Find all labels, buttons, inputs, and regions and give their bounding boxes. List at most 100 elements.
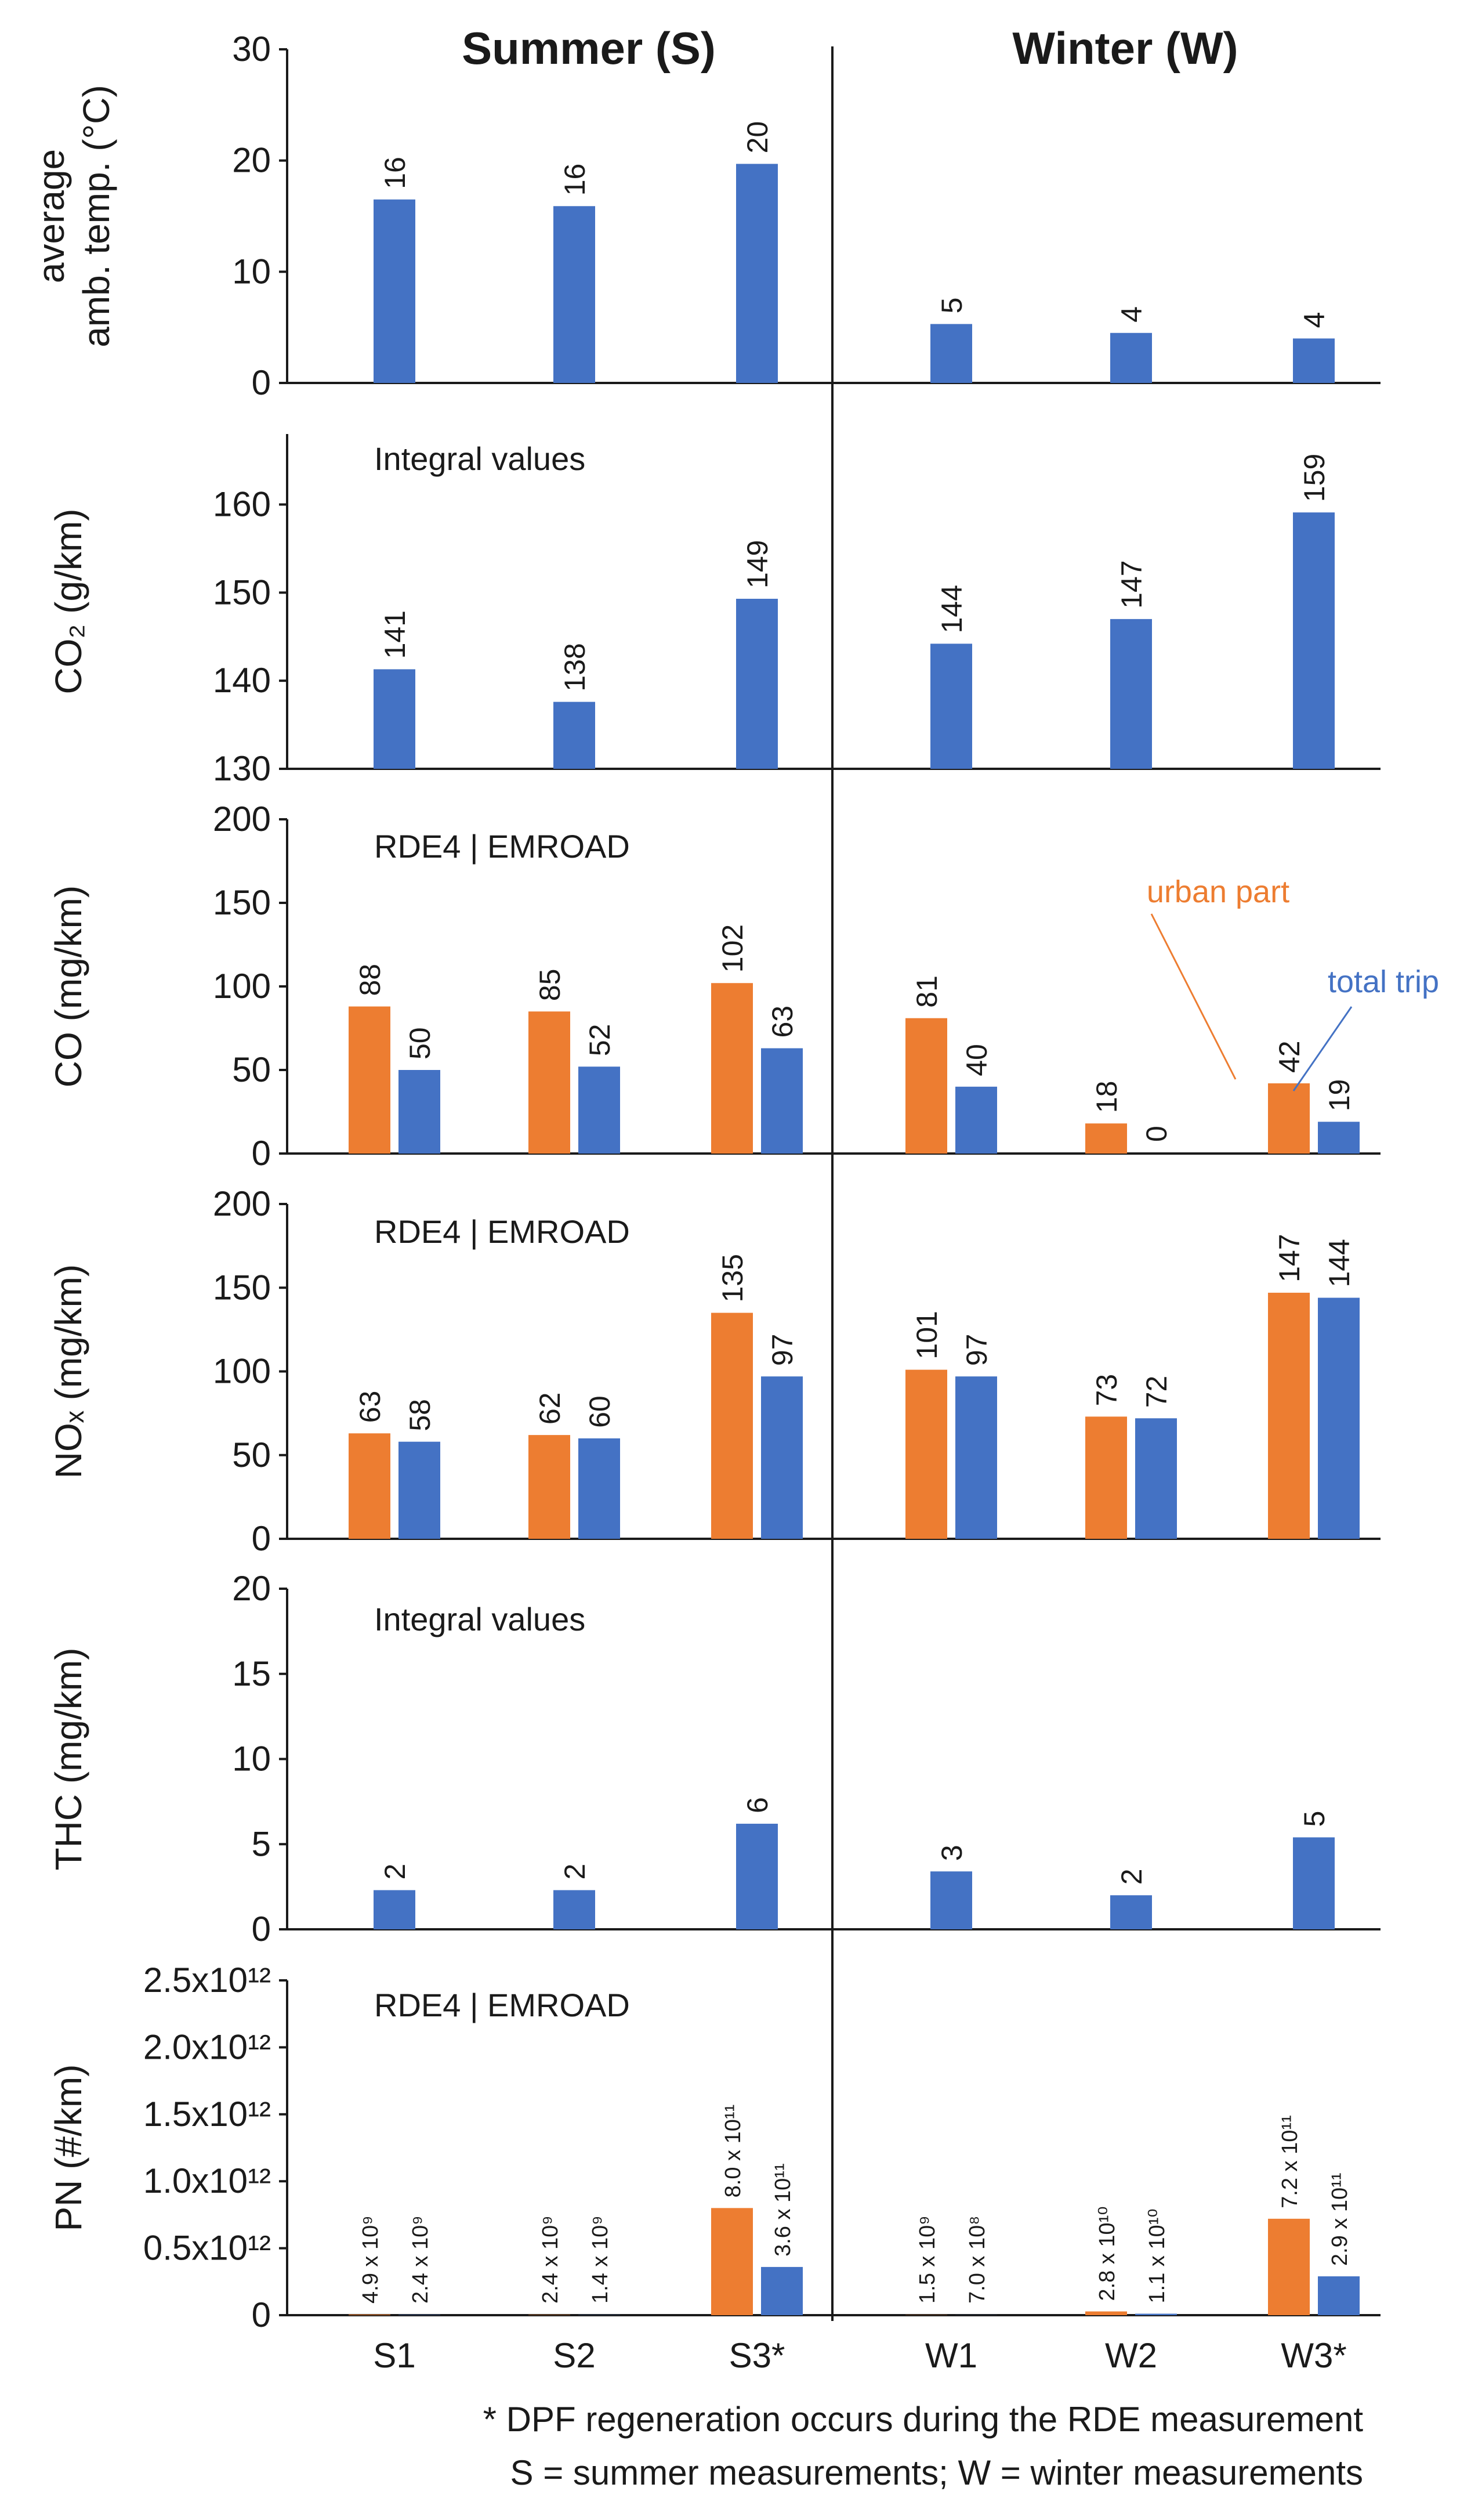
co-data-label: 40 [961,1044,993,1076]
co-y-tick-label: 0 [252,1134,271,1173]
thc-data-label: 6 [741,1797,774,1813]
temp-y-tick-label: 10 [232,252,271,291]
co-data-label: 88 [354,964,386,996]
nox-data-label: 63 [354,1391,386,1423]
pn-bar-W3star-total [1318,2276,1360,2315]
co-data-label: 42 [1273,1040,1306,1073]
temp-bar-S2-total [553,206,595,383]
thc-y-axis-label: THC (mg/km) [48,1648,89,1871]
nox-bar-W2-urban [1085,1416,1127,1539]
co2-y-tick-label: 140 [213,661,271,700]
nox-bar-S3star-total [761,1376,803,1539]
co-bar-W3star-urban [1268,1083,1310,1154]
pn-data-label: 2.9 x 10¹¹ [1328,2173,1352,2266]
co-data-label: 18 [1090,1081,1123,1113]
temp-bar-W3star-total [1293,338,1335,383]
footnote-line-2: S = summer measurements; W = winter meas… [510,2453,1363,2492]
pn-y-tick-label: 0.5x10¹² [143,2229,271,2268]
nox-data-label: 58 [404,1399,436,1431]
pn-note: RDE4 | EMROAD [374,1987,630,2023]
co-data-label: 102 [716,924,749,972]
co-bar-S1-urban [349,1006,390,1154]
pn-y-tick-label: 1.5x10¹² [143,2095,271,2134]
pn-data-label: 1.5 x 10⁹ [915,2216,940,2304]
thc-data-label: 3 [936,1845,968,1861]
x-category-label: W2 [1105,2336,1157,2375]
nox-y-tick-label: 0 [252,1519,271,1558]
x-category-label: S2 [553,2336,595,2375]
nox-bar-W1-total [955,1376,997,1539]
pn-data-label: 2.4 x 10⁹ [408,2216,433,2304]
pn-data-label: 7.0 x 10⁸ [965,2216,990,2304]
co-bar-W2-urban [1085,1123,1127,1154]
pn-bar-W3star-urban [1268,2218,1310,2315]
nox-bar-W3star-total [1318,1297,1360,1539]
co2-bar-S2-total [553,702,595,769]
co2-data-label: 141 [379,610,411,659]
thc-data-label: 2 [1115,1868,1148,1885]
annotation-urban-leader-line [1150,913,1237,1080]
co-y-tick-label: 150 [213,883,271,922]
x-category-label: S1 [373,2336,415,2375]
nox-data-label: 73 [1090,1374,1123,1407]
co2-data-label: 147 [1115,560,1148,608]
co-bar-W1-urban [905,1018,947,1154]
pn-bar-S3star-urban [711,2208,753,2315]
co2-note: Integral values [374,440,585,477]
nox-y-axis-label: NOₓ (mg/km) [48,1264,89,1478]
co-data-label: 63 [766,1006,799,1038]
pn-data-label: 2.8 x 10¹⁰ [1095,2206,1119,2301]
temp-data-label: 5 [936,298,968,314]
co-data-label: 52 [584,1024,616,1057]
temp-data-label: 16 [379,157,411,189]
thc-data-label: 2 [379,1864,411,1880]
pn-bar-W2-urban [1085,2311,1127,2315]
thc-y-tick-label: 20 [232,1569,271,1608]
nox-bar-S1-total [398,1441,440,1539]
co-bar-S1-total [398,1070,440,1154]
thc-bar-W1-total [930,1871,972,1929]
annotation-total-trip: total trip [1328,964,1439,999]
temp-y-axis-label: amb. temp. (°C) [75,85,117,347]
nox-data-label: 97 [766,1334,799,1366]
nox-bar-W1-urban [905,1369,947,1539]
annotation-urban-part: urban part [1147,874,1289,909]
annotation-total-leader-line [1292,1006,1353,1091]
temp-y-tick-label: 0 [252,363,271,402]
x-category-label: W3* [1281,2336,1346,2375]
thc-data-label: 2 [559,1864,591,1880]
nox-bar-S2-total [578,1438,620,1539]
thc-bar-S2-total [553,1890,595,1929]
nox-bar-W3star-urban [1268,1292,1310,1539]
nox-y-tick-label: 100 [213,1352,271,1391]
co-data-label: 0 [1140,1126,1173,1142]
pn-y-axis-label: PN (#/km) [48,2065,89,2232]
pn-data-label: 7.2 x 10¹¹ [1278,2115,1302,2208]
temp-data-label: 4 [1298,312,1331,328]
temp-bar-W1-total [930,324,972,383]
pn-data-label: 3.6 x 10¹¹ [771,2163,795,2257]
temp-data-label: 20 [741,121,774,154]
footnote-line-1: * DPF regeneration occurs during the RDE… [483,2400,1364,2439]
nox-data-label: 147 [1273,1234,1306,1282]
nox-data-label: 97 [961,1334,993,1366]
x-category-label: W1 [925,2336,977,2375]
co2-bar-S3star-total [736,598,778,769]
co-data-label: 19 [1323,1079,1356,1112]
co-y-tick-label: 100 [213,967,271,1006]
summer-header: Summer (S) [462,23,716,74]
co-y-tick-label: 50 [232,1050,271,1089]
nox-y-tick-label: 150 [213,1268,271,1307]
co-data-label: 50 [404,1027,436,1060]
co-bar-S2-urban [528,1011,570,1154]
co2-y-tick-label: 150 [213,573,271,612]
co2-bar-W1-total [930,643,972,769]
co-data-label: 85 [534,969,566,1002]
temp-bar-W2-total [1110,332,1152,383]
co-bar-S3star-total [761,1048,803,1154]
nox-data-label: 144 [1323,1239,1356,1287]
thc-bar-S1-total [374,1890,415,1929]
pn-bar-W2-total [1135,2313,1177,2315]
thc-y-tick-label: 10 [232,1740,271,1778]
